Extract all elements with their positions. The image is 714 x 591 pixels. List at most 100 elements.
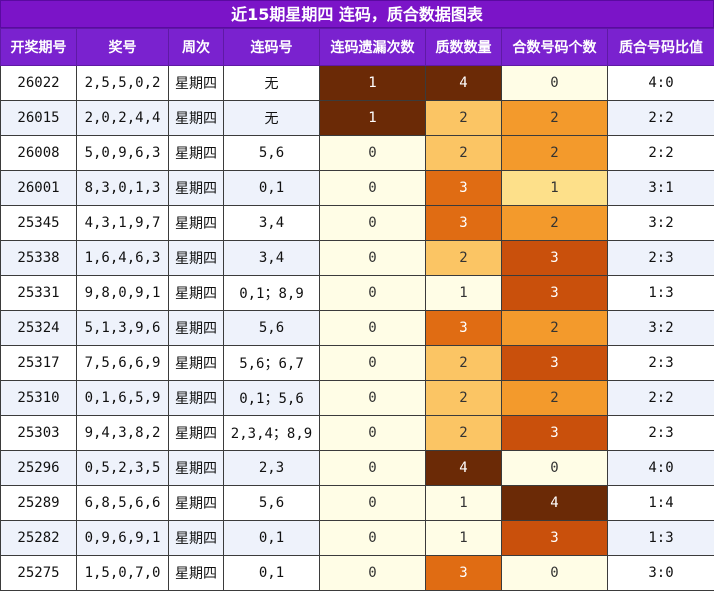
period-cell: 25338 bbox=[0, 240, 77, 276]
period-cell: 25345 bbox=[0, 205, 77, 241]
miss-count-cell: 0 bbox=[319, 275, 426, 311]
ratio-cell: 1:3 bbox=[607, 275, 714, 311]
miss-count-cell: 0 bbox=[319, 310, 426, 346]
prime-count-cell: 4 bbox=[425, 450, 502, 486]
miss-count-cell: 0 bbox=[319, 520, 426, 556]
miss-count-cell: 1 bbox=[319, 65, 426, 101]
table-row: 25303 9,4,3,8,2 星期四 2,3,4；8,9 0 2 3 2:3 bbox=[0, 415, 714, 451]
week-cell: 星期四 bbox=[168, 485, 224, 521]
period-cell: 25317 bbox=[0, 345, 77, 381]
table-row: 25317 7,5,6,6,9 星期四 5,6；6,7 0 2 3 2:3 bbox=[0, 345, 714, 381]
consecutive-cell: 2,3 bbox=[223, 450, 320, 486]
prime-count-cell: 1 bbox=[425, 485, 502, 521]
ratio-cell: 4:0 bbox=[607, 450, 714, 486]
miss-count-cell: 1 bbox=[319, 100, 426, 136]
miss-count-cell: 0 bbox=[319, 345, 426, 381]
week-cell: 星期四 bbox=[168, 520, 224, 556]
period-cell: 26022 bbox=[0, 65, 77, 101]
numbers-cell: 9,8,0,9,1 bbox=[76, 275, 169, 311]
consecutive-cell: 5,6；6,7 bbox=[223, 345, 320, 381]
consecutive-cell: 0,1 bbox=[223, 520, 320, 556]
ratio-cell: 1:4 bbox=[607, 485, 714, 521]
table-row: 25275 1,5,0,7,0 星期四 0,1 0 3 0 3:0 bbox=[0, 555, 714, 591]
ratio-cell: 2:2 bbox=[607, 380, 714, 416]
consecutive-cell: 0,1；5,6 bbox=[223, 380, 320, 416]
period-cell: 25296 bbox=[0, 450, 77, 486]
prime-count-cell: 2 bbox=[425, 240, 502, 276]
prime-count-cell: 1 bbox=[425, 275, 502, 311]
prime-count-cell: 2 bbox=[425, 415, 502, 451]
week-cell: 星期四 bbox=[168, 345, 224, 381]
table-row: 25296 0,5,2,3,5 星期四 2,3 0 4 0 4:0 bbox=[0, 450, 714, 486]
composite-count-cell: 2 bbox=[501, 380, 608, 416]
numbers-cell: 5,0,9,6,3 bbox=[76, 135, 169, 171]
composite-count-cell: 0 bbox=[501, 555, 608, 591]
prime-count-cell: 2 bbox=[425, 345, 502, 381]
numbers-cell: 8,3,0,1,3 bbox=[76, 170, 169, 206]
numbers-cell: 0,9,6,9,1 bbox=[76, 520, 169, 556]
composite-count-cell: 0 bbox=[501, 65, 608, 101]
header-period: 开奖期号 bbox=[0, 28, 77, 66]
ratio-cell: 2:3 bbox=[607, 345, 714, 381]
period-cell: 25331 bbox=[0, 275, 77, 311]
week-cell: 星期四 bbox=[168, 65, 224, 101]
composite-count-cell: 3 bbox=[501, 240, 608, 276]
consecutive-cell: 3,4 bbox=[223, 240, 320, 276]
miss-count-cell: 0 bbox=[319, 380, 426, 416]
ratio-cell: 3:0 bbox=[607, 555, 714, 591]
consecutive-cell: 2,3,4；8,9 bbox=[223, 415, 320, 451]
period-cell: 25324 bbox=[0, 310, 77, 346]
header-prime-count: 质数数量 bbox=[425, 28, 502, 66]
numbers-cell: 1,5,0,7,0 bbox=[76, 555, 169, 591]
ratio-cell: 2:2 bbox=[607, 135, 714, 171]
period-cell: 25303 bbox=[0, 415, 77, 451]
period-cell: 25289 bbox=[0, 485, 77, 521]
page-title: 近15期星期四 连码，质合数据图表 bbox=[0, 0, 714, 28]
composite-count-cell: 2 bbox=[501, 135, 608, 171]
ratio-cell: 2:2 bbox=[607, 100, 714, 136]
prime-count-cell: 4 bbox=[425, 65, 502, 101]
ratio-cell: 2:3 bbox=[607, 240, 714, 276]
table-row: 25338 1,6,4,6,3 星期四 3,4 0 2 3 2:3 bbox=[0, 240, 714, 276]
miss-count-cell: 0 bbox=[319, 485, 426, 521]
numbers-cell: 0,1,6,5,9 bbox=[76, 380, 169, 416]
header-row: 开奖期号 奖号 周次 连码号 连码遗漏次数 质数数量 合数号码个数 质合号码比值 bbox=[0, 28, 714, 66]
table-row: 26022 2,5,5,0,2 星期四无 1 4 0 4:0 bbox=[0, 65, 714, 101]
week-cell: 星期四 bbox=[168, 380, 224, 416]
consecutive-cell: 0,1 bbox=[223, 170, 320, 206]
prime-count-cell: 3 bbox=[425, 555, 502, 591]
consecutive-cell: 5,6 bbox=[223, 485, 320, 521]
period-cell: 25275 bbox=[0, 555, 77, 591]
miss-count-cell: 0 bbox=[319, 135, 426, 171]
consecutive-cell: 0,1 bbox=[223, 555, 320, 591]
miss-count-cell: 0 bbox=[319, 205, 426, 241]
week-cell: 星期四 bbox=[168, 310, 224, 346]
prime-count-cell: 1 bbox=[425, 520, 502, 556]
composite-count-cell: 4 bbox=[501, 485, 608, 521]
numbers-cell: 5,1,3,9,6 bbox=[76, 310, 169, 346]
prime-count-cell: 2 bbox=[425, 135, 502, 171]
composite-count-cell: 3 bbox=[501, 415, 608, 451]
header-consecutive: 连码号 bbox=[223, 28, 320, 66]
composite-count-cell: 2 bbox=[501, 205, 608, 241]
prime-count-cell: 3 bbox=[425, 310, 502, 346]
table-row: 26008 5,0,9,6,3 星期四 5,6 0 2 2 2:2 bbox=[0, 135, 714, 171]
table-row: 25345 4,3,1,9,7 星期四 3,4 0 3 2 3:2 bbox=[0, 205, 714, 241]
miss-count-cell: 0 bbox=[319, 240, 426, 276]
miss-count-cell: 0 bbox=[319, 450, 426, 486]
consecutive-cell: 无 bbox=[223, 100, 320, 136]
period-cell: 26008 bbox=[0, 135, 77, 171]
prime-count-cell: 2 bbox=[425, 100, 502, 136]
ratio-cell: 3:1 bbox=[607, 170, 714, 206]
miss-count-cell: 0 bbox=[319, 415, 426, 451]
prime-count-cell: 2 bbox=[425, 380, 502, 416]
numbers-cell: 9,4,3,8,2 bbox=[76, 415, 169, 451]
week-cell: 星期四 bbox=[168, 170, 224, 206]
period-cell: 25282 bbox=[0, 520, 77, 556]
week-cell: 星期四 bbox=[168, 275, 224, 311]
table-row: 25310 0,1,6,5,9 星期四 0,1；5,6 0 2 2 2:2 bbox=[0, 380, 714, 416]
composite-count-cell: 2 bbox=[501, 310, 608, 346]
week-cell: 星期四 bbox=[168, 450, 224, 486]
composite-count-cell: 3 bbox=[501, 345, 608, 381]
